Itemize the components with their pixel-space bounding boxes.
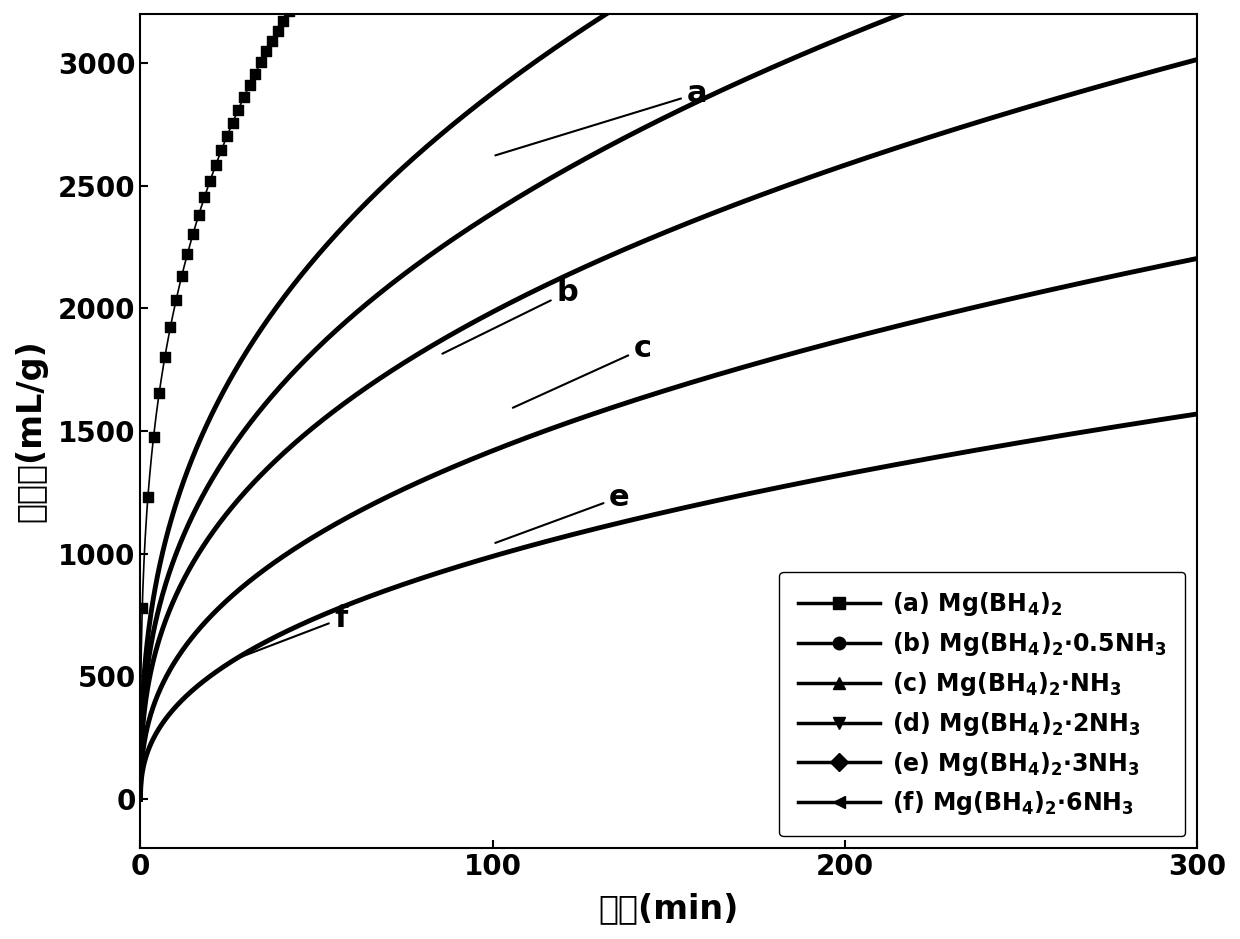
Point — [228, 102, 248, 117]
Legend: (a) $\mathbf{Mg(BH_4)_2}$, (b) $\mathbf{Mg(BH_4)_2{\cdot}0.5NH_3}$, (c) $\mathbf: (a) $\mathbf{Mg(BH_4)_2}$, (b) $\mathbf{… — [779, 572, 1185, 837]
Point — [195, 190, 215, 205]
Point — [279, 4, 299, 19]
Point — [200, 174, 219, 189]
Text: e: e — [495, 483, 630, 543]
Text: c: c — [513, 334, 651, 408]
Point — [144, 430, 164, 445]
Point — [149, 386, 169, 401]
Point — [234, 90, 254, 105]
Point — [206, 158, 226, 173]
Point — [172, 269, 192, 284]
Point — [285, 0, 305, 9]
Point — [262, 34, 281, 49]
Point — [211, 143, 231, 158]
Point — [257, 44, 277, 59]
X-axis label: 时间(min): 时间(min) — [599, 892, 739, 925]
Point — [155, 349, 175, 364]
Point — [177, 246, 197, 261]
Point — [268, 23, 288, 38]
Point — [138, 489, 157, 504]
Text: a: a — [495, 79, 707, 155]
Point — [274, 13, 294, 28]
Point — [133, 601, 153, 616]
Y-axis label: 产氢量(mL/g): 产氢量(mL/g) — [14, 340, 47, 522]
Point — [250, 54, 270, 69]
Point — [223, 115, 243, 131]
Point — [166, 292, 186, 307]
Point — [246, 66, 265, 81]
Point — [217, 129, 237, 144]
Text: b: b — [443, 278, 578, 354]
Text: f: f — [231, 605, 347, 661]
Point — [184, 226, 203, 241]
Point — [160, 319, 180, 334]
Point — [188, 208, 208, 223]
Point — [239, 78, 259, 93]
